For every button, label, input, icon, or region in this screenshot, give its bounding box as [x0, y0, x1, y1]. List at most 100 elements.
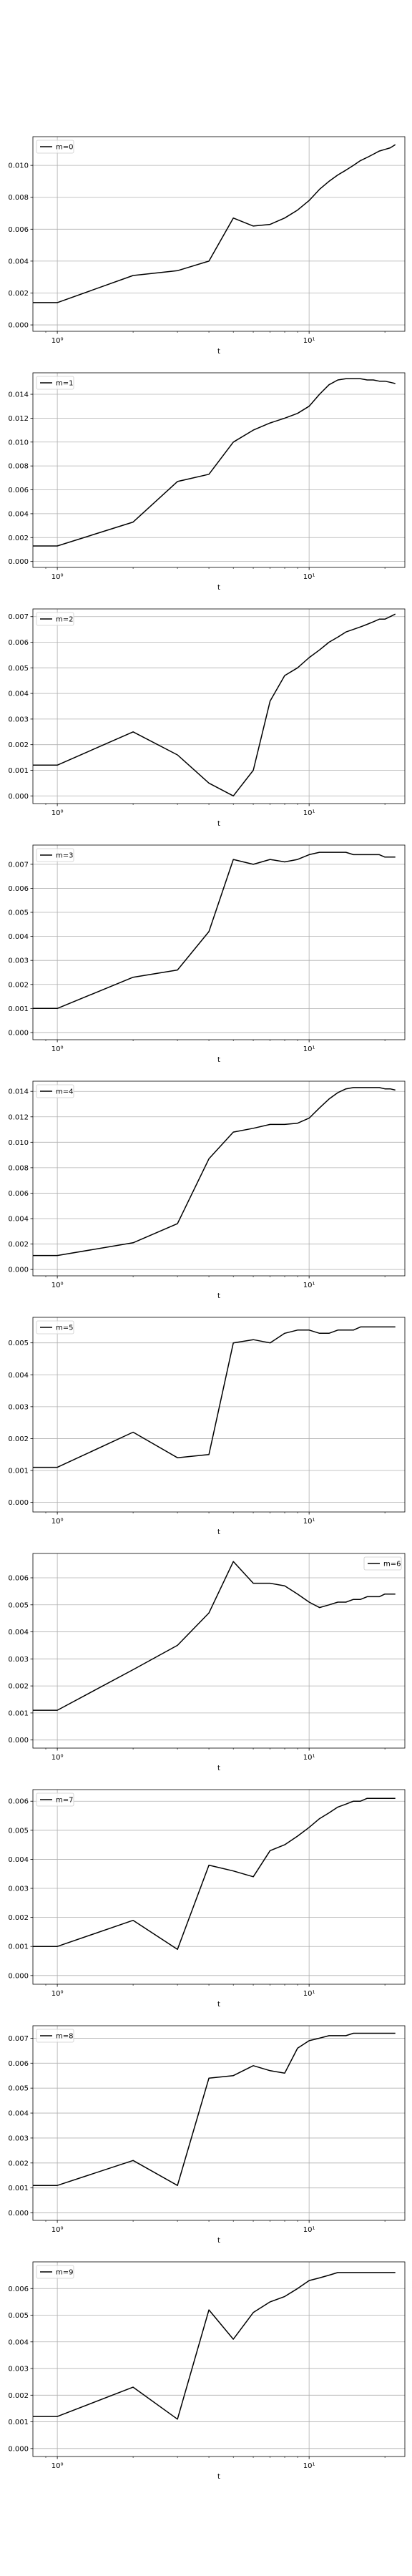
y-tick-label: 0.005 [8, 1340, 29, 1347]
y-tick-label: 0.010 [8, 162, 29, 170]
y-tick-label: 0.000 [8, 1029, 29, 1037]
y-tick-label: 0.006 [8, 487, 29, 494]
x-tick-label: 10¹ [303, 1518, 315, 1526]
y-tick-label: 0.004 [8, 691, 29, 698]
y-tick-label: 0.004 [8, 1372, 29, 1380]
x-tick-label: 10¹ [303, 1045, 315, 1053]
y-tick-label: 0.004 [8, 258, 29, 265]
y-tick-label: 0.000 [8, 2445, 29, 2453]
y-tick-label: 0.007 [8, 613, 29, 621]
x-tick-label: 10⁰ [52, 1045, 64, 1053]
legend-box [36, 848, 74, 862]
series-line [33, 378, 396, 547]
y-tick-label: 0.002 [8, 1914, 29, 1922]
y-tick-label: 0.005 [8, 2085, 29, 2093]
x-tick-label: 10¹ [303, 1990, 315, 1998]
x-tick-label: 10⁰ [52, 1518, 64, 1526]
x-tick-label: 10¹ [303, 337, 315, 345]
y-tick-label: 0.002 [8, 290, 29, 298]
y-tick-label: 0.007 [8, 2035, 29, 2043]
y-tick-label: 0.006 [8, 1575, 29, 1583]
chart-panel-4: 0.000 0.002 0.004 0.006 0.008 0.010 0.012 0.014… [8, 1080, 406, 1300]
legend-label: m=2 [56, 616, 73, 624]
y-tick-label: 0.008 [8, 463, 29, 471]
y-tick-label: 0.000 [8, 322, 29, 330]
legend-box [36, 1084, 74, 1098]
y-tick-label: 0.008 [8, 1164, 29, 1172]
series-line [33, 1561, 396, 1711]
legend: m=3 [36, 848, 74, 862]
y-tick-label: 0.002 [8, 741, 29, 749]
y-tick-label: 0.001 [8, 1943, 29, 1951]
legend-box [36, 2265, 74, 2279]
legend-box [36, 1320, 74, 1335]
series-line [33, 1087, 396, 1257]
series-line [33, 613, 396, 797]
axes-frame [32, 136, 406, 332]
legend: m=0 [36, 140, 74, 154]
y-tick-label: 0.002 [8, 981, 29, 989]
series-line [33, 144, 396, 303]
chart-panel-5: 0.000 0.001 0.002 0.003 0.004 0.005 10⁰ 10¹ t m=5 [8, 1317, 406, 1536]
x-axis-label: t [217, 584, 220, 592]
x-tick-label: 10¹ [303, 2462, 315, 2470]
x-tick-label: 10¹ [303, 2226, 315, 2234]
x-tick-label: 10⁰ [52, 1990, 64, 1998]
axes-frame [32, 1317, 406, 1513]
axes-frame [32, 2261, 406, 2457]
series-line [33, 2272, 396, 2420]
y-tick-label: 0.003 [8, 2135, 29, 2142]
y-tick-label: 0.003 [8, 957, 29, 965]
x-tick-label: 10⁰ [52, 337, 64, 345]
y-tick-label: 0.004 [8, 2110, 29, 2118]
legend-label: m=1 [56, 380, 73, 388]
y-tick-label: 0.003 [8, 1885, 29, 1893]
y-tick-label: 0.004 [8, 510, 29, 518]
x-axis-label: t [217, 1292, 220, 1300]
y-tick-label: 0.010 [8, 439, 29, 447]
y-tick-label: 0.007 [8, 861, 29, 869]
chart-panel-3: 0.000 0.001 0.002 0.003 0.004 0.005 0.006 0.007… [8, 844, 406, 1064]
x-tick-label: 10¹ [303, 573, 315, 581]
chart-panel-8: 0.000 0.001 0.002 0.003 0.004 0.005 0.006 0.007… [8, 2025, 406, 2245]
x-axis-label: t [217, 820, 220, 828]
y-tick-label: 0.003 [8, 1403, 29, 1411]
y-tick-label: 0.006 [8, 226, 29, 234]
series-line [33, 2032, 396, 2186]
y-tick-label: 0.004 [8, 2338, 29, 2346]
series-line [33, 852, 396, 1010]
legend-box [36, 1792, 74, 1807]
y-tick-label: 0.000 [8, 558, 29, 566]
y-tick-label: 0.000 [8, 1267, 29, 1274]
y-tick-label: 0.010 [8, 1139, 29, 1147]
y-tick-label: 0.001 [8, 767, 29, 775]
legend-label: m=9 [56, 2269, 73, 2277]
chart-panel-0: 0.000 0.002 0.004 0.006 0.008 0.010 10⁰ 10¹ t m=0 [8, 136, 406, 356]
x-tick-label: 10⁰ [52, 2462, 64, 2470]
legend-label: m=6 [383, 1561, 401, 1568]
axes-frame [32, 1789, 406, 1985]
y-tick-label: 0.002 [8, 535, 29, 542]
x-tick-label: 10⁰ [52, 809, 64, 817]
y-tick-label: 0.005 [8, 909, 29, 917]
axes-frame [32, 608, 406, 804]
axes-frame [32, 2025, 406, 2221]
x-tick-label: 10⁰ [52, 2226, 64, 2234]
x-tick-label: 10¹ [303, 1754, 315, 1762]
y-tick-label: 0.002 [8, 2392, 29, 2400]
y-tick-label: 0.002 [8, 1241, 29, 1249]
legend: m=2 [36, 612, 74, 626]
y-tick-label: 0.000 [8, 1499, 29, 1507]
y-tick-label: 0.000 [8, 1737, 29, 1745]
legend-label: m=5 [56, 1324, 73, 1332]
y-tick-label: 0.004 [8, 1629, 29, 1636]
legend-label: m=7 [56, 1797, 73, 1805]
y-tick-label: 0.006 [8, 1798, 29, 1806]
y-tick-label: 0.006 [8, 885, 29, 893]
y-tick-label: 0.012 [8, 415, 29, 423]
chart-panel-2: 0.000 0.001 0.002 0.003 0.004 0.005 0.006 0.007… [8, 608, 406, 828]
axes-frame [32, 1553, 406, 1749]
legend-label: m=4 [56, 1088, 73, 1096]
y-tick-label: 0.008 [8, 194, 29, 202]
